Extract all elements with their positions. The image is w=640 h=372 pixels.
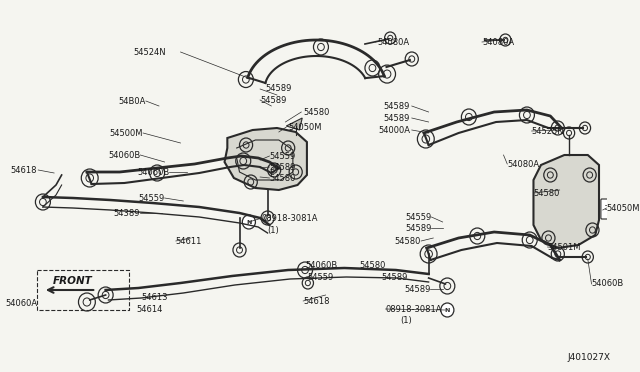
- Circle shape: [441, 303, 454, 317]
- Text: 54060B: 54060B: [591, 279, 624, 289]
- Text: 54524N: 54524N: [134, 48, 166, 57]
- Text: 54613: 54613: [141, 294, 168, 302]
- Text: 54060A: 54060A: [5, 298, 37, 308]
- Text: 54060B: 54060B: [305, 262, 337, 270]
- Text: 54611: 54611: [176, 237, 202, 246]
- Text: 54050M: 54050M: [288, 122, 322, 131]
- Text: 54501M: 54501M: [547, 243, 581, 251]
- Text: 08918-3081A: 08918-3081A: [385, 305, 442, 314]
- Text: 54080A: 54080A: [482, 38, 514, 46]
- Text: 54559: 54559: [307, 273, 333, 282]
- Text: 54589: 54589: [383, 102, 410, 110]
- Text: 54500M: 54500M: [109, 128, 143, 138]
- Text: 54000A: 54000A: [378, 125, 410, 135]
- Text: 54589: 54589: [405, 224, 431, 232]
- Text: 54B0A: 54B0A: [118, 96, 146, 106]
- Text: 54589: 54589: [269, 163, 296, 171]
- Text: 54589: 54589: [260, 96, 287, 105]
- Text: 54559: 54559: [269, 151, 296, 160]
- Text: 54080A: 54080A: [377, 38, 409, 46]
- Text: 54580: 54580: [269, 173, 296, 183]
- Polygon shape: [225, 128, 307, 190]
- Polygon shape: [286, 118, 302, 130]
- Text: 54580: 54580: [359, 262, 386, 270]
- Text: 54618: 54618: [11, 166, 37, 174]
- Text: 54080A: 54080A: [508, 160, 540, 169]
- Text: 54559: 54559: [405, 212, 431, 221]
- Text: 54060B: 54060B: [137, 167, 170, 176]
- Text: 54589: 54589: [383, 113, 410, 122]
- Text: 54050M: 54050M: [607, 203, 640, 212]
- Text: 54589: 54589: [404, 285, 431, 294]
- Text: 54580: 54580: [303, 108, 330, 116]
- Text: N: N: [246, 219, 252, 224]
- Text: J401027X: J401027X: [567, 353, 610, 362]
- Text: 54618: 54618: [303, 296, 330, 305]
- Text: 54580: 54580: [534, 189, 560, 198]
- Text: 54589: 54589: [382, 273, 408, 282]
- Text: 54559: 54559: [138, 193, 164, 202]
- FancyBboxPatch shape: [601, 199, 629, 219]
- Text: 54525N: 54525N: [532, 126, 564, 135]
- Text: 54389: 54389: [114, 208, 140, 218]
- Text: FRONT: FRONT: [53, 276, 93, 286]
- Polygon shape: [534, 155, 599, 248]
- Text: (1): (1): [268, 225, 279, 234]
- Text: N: N: [445, 308, 450, 312]
- Text: (1): (1): [401, 315, 412, 324]
- Text: 54580: 54580: [395, 237, 421, 246]
- Text: 54060B: 54060B: [108, 151, 140, 160]
- Text: 08918-3081A: 08918-3081A: [262, 214, 319, 222]
- Text: 54614: 54614: [136, 305, 163, 314]
- Circle shape: [243, 215, 255, 229]
- Text: 54589: 54589: [266, 83, 292, 93]
